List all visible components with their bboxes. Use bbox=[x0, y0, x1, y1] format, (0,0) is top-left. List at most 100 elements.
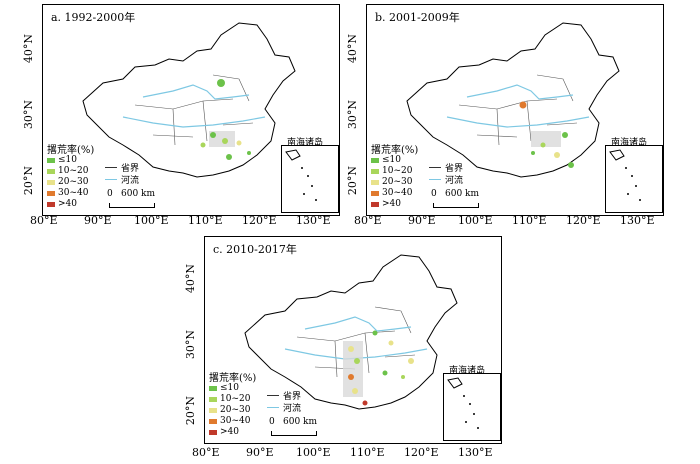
panel-title: c. 2010-2017年 bbox=[213, 243, 297, 256]
map-panel-a: a. 1992-2000年 撂荒率(%) ≤10 10~20 20~30 30~… bbox=[42, 4, 340, 216]
y-tick: 40°N bbox=[22, 33, 36, 64]
x-tick: 120°E bbox=[566, 214, 601, 227]
legend-river: 河流 bbox=[267, 401, 301, 414]
y-tick: 30°N bbox=[22, 99, 36, 130]
legend-item: 30~40 bbox=[371, 188, 412, 198]
y-tick: 40°N bbox=[346, 33, 360, 64]
legend-item: 10~20 bbox=[371, 166, 412, 176]
y-tick: 20°N bbox=[184, 395, 198, 426]
abandonment-spot bbox=[247, 151, 251, 155]
panel-title: b. 2001-2009年 bbox=[375, 11, 460, 24]
river-yellow bbox=[142, 84, 250, 100]
abandonment-spot bbox=[348, 374, 354, 380]
legend-river: 河流 bbox=[105, 173, 139, 186]
inset-title: 南海诸岛 bbox=[611, 138, 648, 148]
abandonment-spot bbox=[236, 140, 242, 146]
x-tick: 80°E bbox=[30, 214, 58, 227]
y-tick: 30°N bbox=[184, 329, 198, 360]
legend-item: 20~30 bbox=[47, 177, 88, 187]
abandonment-spot bbox=[388, 340, 394, 346]
legend-item: 20~30 bbox=[209, 405, 250, 415]
x-tick: 110°E bbox=[512, 214, 547, 227]
abandonment-spot bbox=[362, 400, 368, 406]
y-tick: 20°N bbox=[22, 165, 36, 196]
national-boundary bbox=[406, 22, 620, 178]
x-tick: 120°E bbox=[404, 446, 439, 459]
abandonment-spot bbox=[348, 346, 354, 352]
x-tick: 100°E bbox=[134, 214, 169, 227]
abandonment-spot bbox=[401, 375, 405, 379]
abandonment-spot bbox=[217, 79, 225, 87]
inset-title: 南海诸岛 bbox=[449, 366, 486, 376]
legend-item: ≤10 bbox=[209, 383, 239, 393]
abandonment-spot bbox=[210, 132, 216, 138]
river-yangtze bbox=[446, 116, 590, 128]
x-tick: 80°E bbox=[354, 214, 382, 227]
legend-item: >40 bbox=[371, 199, 401, 209]
x-tick: 130°E bbox=[296, 214, 331, 227]
y-tick: 40°N bbox=[184, 263, 198, 294]
abandonment-spot bbox=[354, 358, 360, 364]
legend-item: 30~40 bbox=[209, 416, 250, 426]
abandonment-spot bbox=[568, 162, 574, 168]
legend-boundary: 省界 bbox=[267, 389, 301, 402]
legend-item: 10~20 bbox=[47, 166, 88, 176]
scale-label: 600 km bbox=[121, 189, 156, 199]
scale-zero: 0 bbox=[431, 189, 437, 199]
inset-map bbox=[609, 149, 641, 201]
legend-boundary: 省界 bbox=[429, 161, 463, 174]
y-tick: 30°N bbox=[346, 99, 360, 130]
abandonment-spot bbox=[200, 142, 206, 148]
abandonment-spot bbox=[382, 370, 388, 376]
scale-bar bbox=[433, 203, 479, 208]
study-area-highlight bbox=[343, 341, 363, 397]
legend-item: ≤10 bbox=[371, 155, 401, 165]
x-tick: 90°E bbox=[408, 214, 436, 227]
abandonment-spot bbox=[408, 358, 414, 364]
south-china-sea-inset bbox=[281, 145, 339, 213]
scale-zero: 0 bbox=[107, 189, 113, 199]
abandonment-spot bbox=[554, 152, 560, 158]
abandonment-spot bbox=[540, 142, 546, 148]
legend-item: 20~30 bbox=[371, 177, 412, 187]
south-china-sea-inset bbox=[443, 373, 501, 441]
scale-bar bbox=[109, 203, 155, 208]
river-yangtze bbox=[122, 116, 266, 128]
legend-item: >40 bbox=[47, 199, 77, 209]
scale-label: 600 km bbox=[283, 417, 318, 427]
y-tick: 20°N bbox=[346, 165, 360, 196]
x-tick: 100°E bbox=[296, 446, 331, 459]
scale-zero: 0 bbox=[269, 417, 275, 427]
legend-item: 30~40 bbox=[47, 188, 88, 198]
province-boundaries bbox=[134, 74, 254, 146]
legend-item: 10~20 bbox=[209, 394, 250, 404]
legend-item: ≤10 bbox=[47, 155, 77, 165]
inset-map bbox=[447, 377, 479, 429]
inset-title: 南海诸岛 bbox=[287, 138, 324, 148]
x-tick: 130°E bbox=[620, 214, 655, 227]
province-boundaries bbox=[458, 74, 578, 146]
legend-boundary: 省界 bbox=[105, 161, 139, 174]
legend-title: 撂荒率(%) bbox=[371, 145, 419, 156]
panel-title: a. 1992-2000年 bbox=[51, 11, 136, 24]
china-map bbox=[244, 254, 458, 410]
abandonment-spot bbox=[352, 388, 358, 394]
river-yellow bbox=[304, 316, 412, 332]
inset-map bbox=[285, 149, 317, 201]
china-map bbox=[82, 22, 296, 178]
province-boundaries bbox=[296, 306, 416, 378]
national-boundary bbox=[244, 254, 458, 410]
x-tick: 90°E bbox=[84, 214, 112, 227]
abandonment-spot bbox=[519, 101, 527, 109]
abandonment-spot bbox=[226, 154, 232, 160]
china-map bbox=[406, 22, 620, 178]
abandonment-spot bbox=[222, 138, 228, 144]
x-tick: 80°E bbox=[192, 446, 220, 459]
map-panel-c: c. 2010-2017年 撂荒率(%) ≤10 10~20 20~30 30~… bbox=[204, 236, 502, 444]
scale-bar bbox=[271, 431, 317, 436]
legend-river: 河流 bbox=[429, 173, 463, 186]
x-tick: 120°E bbox=[242, 214, 277, 227]
x-tick: 110°E bbox=[350, 446, 385, 459]
scale-label: 600 km bbox=[445, 189, 480, 199]
national-boundary bbox=[82, 22, 296, 178]
